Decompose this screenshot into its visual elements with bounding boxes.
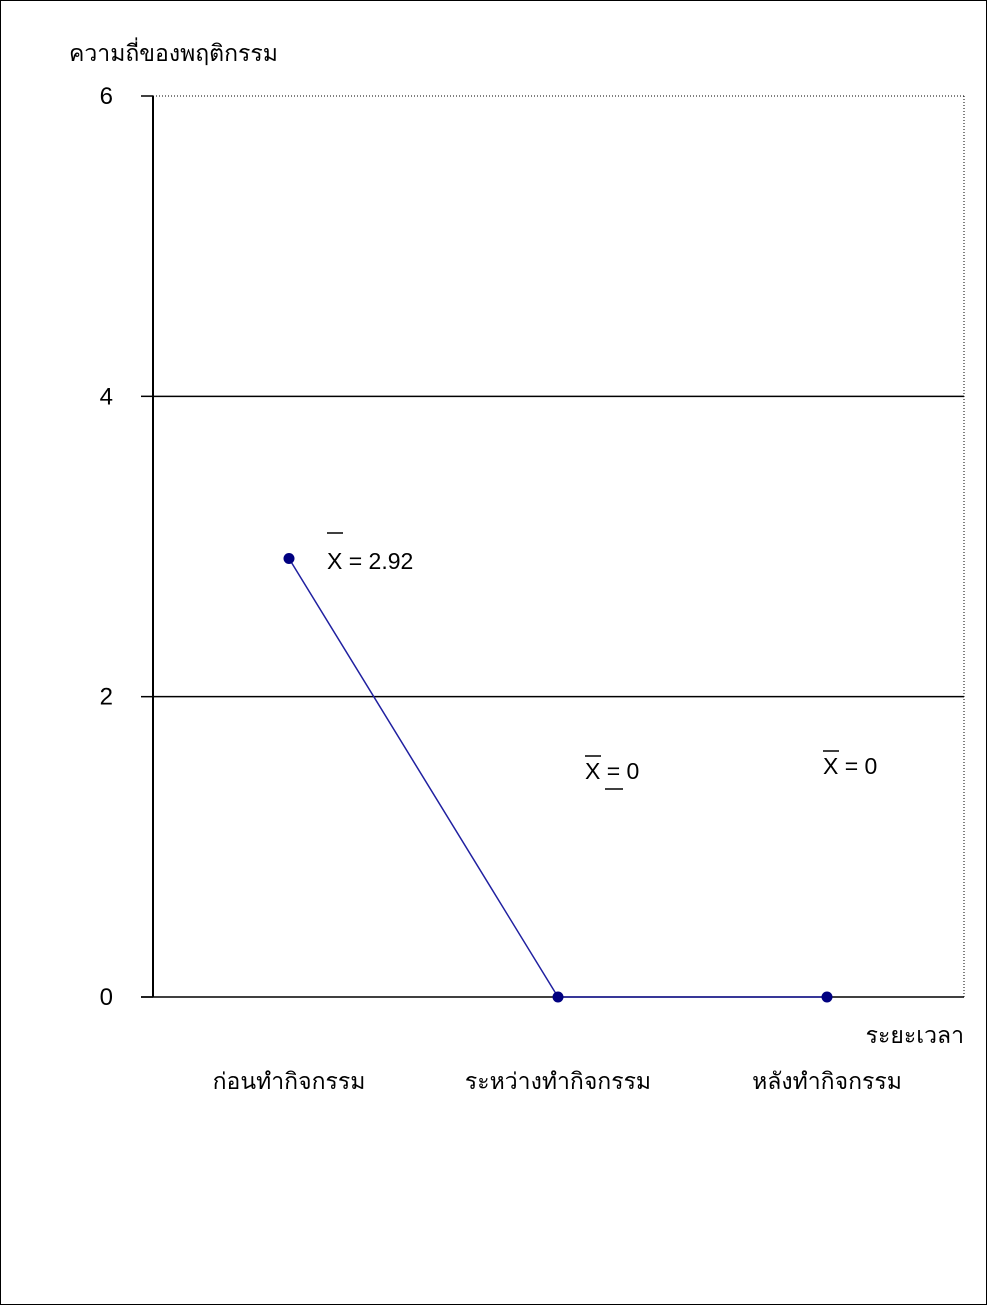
y-tick-label-4: 4 xyxy=(100,383,113,410)
y-tick-label-0: 0 xyxy=(100,984,113,1011)
mean-annotation-0: X = 2.92 xyxy=(327,548,413,574)
x-category-label-2: หลังทำกิจกรรม xyxy=(752,1069,902,1095)
mean-annotation-2: X = 0 xyxy=(823,753,877,779)
y-axis-label: ความถี่ของพฤติกรรม xyxy=(69,37,278,67)
x-category-labels: ก่อนทำกิจกรรม ระหว่างทำกิจกรรม หลังทำกิจกร… xyxy=(213,1069,902,1095)
gridlines xyxy=(153,95,965,997)
y-tick-label-6: 6 xyxy=(100,83,113,110)
data-point-0 xyxy=(283,553,295,565)
data-point-1 xyxy=(552,991,564,1003)
y-tick-label-2: 2 xyxy=(100,684,113,711)
annotations: X = 2.92 X = 0 X = 0 xyxy=(327,532,877,790)
data-point-2 xyxy=(821,991,833,1003)
mean-annotation-1: X = 0 xyxy=(585,758,639,784)
series-group xyxy=(283,553,833,1003)
x-axis-label: ระยะเวลา xyxy=(866,1023,964,1049)
x-category-label-1: ระหว่างทำกิจกรรม xyxy=(465,1069,651,1095)
series-line xyxy=(288,558,827,998)
x-category-label-0: ก่อนทำกิจกรรม xyxy=(213,1069,366,1095)
y-tick-labels: 0 2 4 6 xyxy=(100,83,113,1011)
axes xyxy=(141,95,964,998)
